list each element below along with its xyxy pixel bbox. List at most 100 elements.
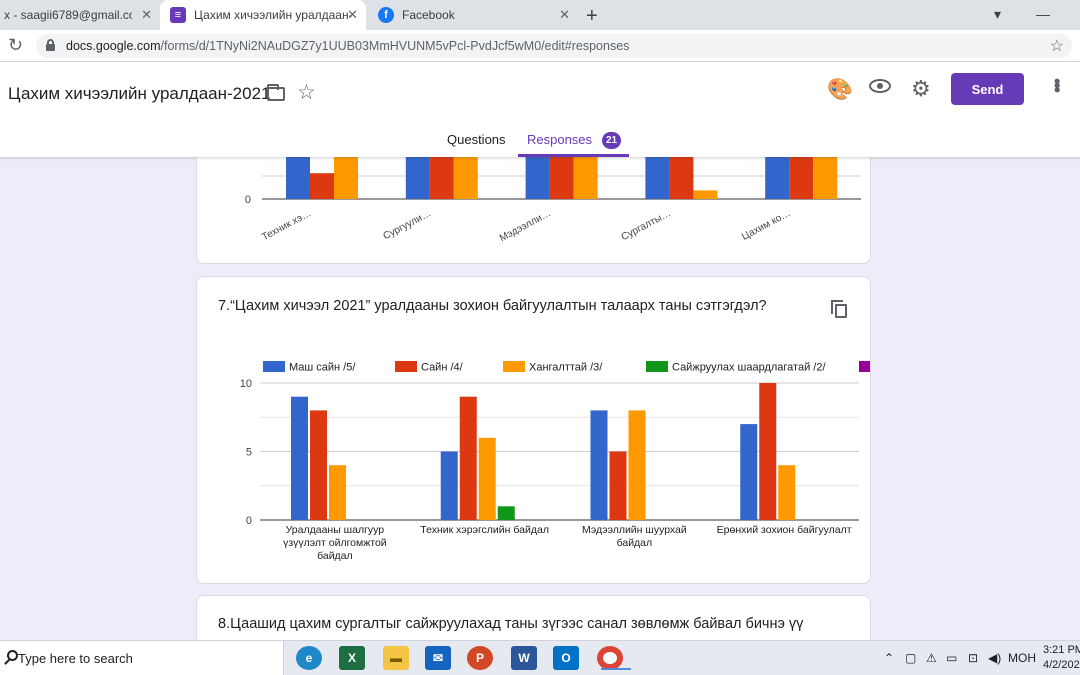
more-vert-icon[interactable]: •••	[1047, 78, 1067, 91]
palette-icon[interactable]: 🎨	[827, 78, 854, 101]
clock-date: 4/2/2021	[1043, 659, 1080, 671]
y-tick-label: 0	[246, 515, 252, 527]
mail-icon[interactable]: ✉	[425, 646, 451, 670]
legend-label: Сайжруулах шаардлагатай /2/	[672, 362, 826, 374]
excel-icon[interactable]: X	[339, 646, 365, 670]
bookmark-star-icon[interactable]: ☆	[1049, 38, 1064, 55]
clock-time: 3:21 PM	[1043, 644, 1080, 656]
legend-label: Хангалттай /3/	[529, 362, 603, 374]
question-title: 7.“Цахим хичээл 2021” уралдааны зохион б…	[218, 298, 767, 314]
taskbar-search-placeholder: Type here to search	[18, 651, 133, 666]
question-7-chart: Маш сайн /5/Сайн /4/Хангалттай /3/Сайжру…	[240, 361, 870, 562]
reload-icon[interactable]: ↻	[8, 35, 24, 55]
x-category-label: Уралдааны шалгуур	[286, 524, 385, 536]
bar	[628, 410, 646, 520]
battery-icon[interactable]: ▭	[946, 651, 958, 665]
tab-questions[interactable]: Questions	[447, 132, 506, 147]
close-icon[interactable]: ✕	[347, 7, 358, 22]
legend-swatch	[646, 361, 668, 372]
powerpoint-icon[interactable]: P	[467, 646, 493, 670]
preview-eye-icon[interactable]	[869, 79, 891, 93]
tab-google-forms[interactable]: ≡ Цахим хичээлийн уралдаан-2021 ✕	[160, 0, 366, 30]
legend-swatch	[263, 361, 285, 372]
system-clock[interactable]: 3:21 PM 4/2/2021	[1043, 643, 1080, 673]
y-tick-label: 0	[245, 194, 251, 206]
tab-responses[interactable]: Responses 21	[518, 126, 630, 157]
word-icon[interactable]: W	[511, 646, 537, 670]
url-path: /forms/d/1TNyNi2NAuDGZ7y1UUB03MmHVUNM5vP…	[160, 39, 630, 53]
question-card-7: 7.“Цахим хичээл 2021” уралдааны зохион б…	[196, 276, 871, 584]
x-category-label: байдал	[317, 550, 353, 562]
file-explorer-icon[interactable]: ▬	[383, 646, 409, 670]
legend-label: Сайн /4/	[421, 362, 464, 374]
bar	[329, 465, 346, 520]
x-category-label: Техник хэрэгслийн байдал	[420, 524, 549, 536]
url-host: docs.google.com	[66, 39, 161, 53]
legend-label: Маш сайн /5/	[289, 362, 356, 374]
responses-count-badge: 21	[602, 132, 622, 149]
bar	[310, 410, 327, 520]
legend-swatch	[859, 361, 870, 372]
bar	[590, 410, 608, 520]
browser-tab-bar: x - saagii6789@gmail.com - ✕ ≡ Цахим хич…	[0, 0, 1080, 30]
omnibox[interactable]: docs.google.com/forms/d/1TNyNi2NAuDGZ7y1…	[36, 34, 1072, 58]
minimize-icon[interactable]: —	[1036, 6, 1050, 22]
new-tab-button[interactable]: +	[586, 5, 598, 27]
x-category-label: Сургалты…	[620, 208, 673, 243]
search-icon	[7, 650, 18, 661]
forms-header: Цахим хичээлийн уралдаан-2021 ☆ 🎨 ⚙ Send…	[0, 62, 1080, 157]
lock-icon	[46, 39, 55, 51]
address-bar: ↻ docs.google.com/forms/d/1TNyNi2NAuDGZ7…	[0, 30, 1080, 62]
input-language[interactable]: МОН	[1008, 651, 1036, 665]
tab-gmail[interactable]: x - saagii6789@gmail.com - ✕	[0, 0, 160, 30]
bar	[497, 506, 515, 520]
question-title: 8.Цаашид цахим сургалтыг сайжруулахад та…	[218, 616, 804, 632]
url-text[interactable]: docs.google.com/forms/d/1TNyNi2NAuDGZ7y1…	[66, 39, 629, 53]
x-category-label: Сургуули…	[382, 208, 434, 242]
x-category-label: үзүүлэлт ойлгомжтой	[283, 537, 387, 549]
meet-now-icon[interactable]: ▢	[905, 651, 917, 665]
form-title[interactable]: Цахим хичээлийн уралдаан-2021	[8, 84, 271, 103]
bar	[459, 396, 477, 520]
y-tick-label: 10	[240, 378, 252, 390]
tab-title: Facebook	[402, 8, 455, 22]
x-category-label: Мэдээлли…	[498, 208, 553, 244]
bar	[740, 424, 758, 520]
bar	[440, 451, 458, 520]
copy-chart-icon[interactable]	[831, 300, 847, 318]
taskbar-search-box[interactable]: Type here to search	[0, 641, 284, 675]
legend-swatch	[503, 361, 525, 372]
close-icon[interactable]: ✕	[141, 7, 152, 22]
volume-icon[interactable]: ◀)	[988, 651, 1002, 665]
tab-responses-label: Responses	[527, 132, 593, 147]
bar	[778, 465, 796, 520]
network-icon[interactable]: ⊡	[968, 651, 979, 665]
edge-icon[interactable]: e	[296, 646, 322, 670]
bar	[759, 383, 777, 520]
warning-icon[interactable]: ⚠	[926, 651, 937, 665]
bar	[609, 451, 627, 520]
bar	[291, 396, 308, 520]
outlook-icon[interactable]: O	[553, 646, 579, 670]
gear-icon[interactable]: ⚙	[911, 76, 931, 101]
tab-search-icon[interactable]: ▾	[994, 6, 1002, 22]
bar	[310, 173, 334, 199]
x-category-label: Мэдээллийн шуурхай	[582, 524, 687, 536]
x-category-label: Техник хэ…	[260, 208, 313, 243]
send-button[interactable]: Send	[951, 73, 1024, 105]
x-category-label: байдал	[617, 537, 653, 549]
show-hidden-icons-icon[interactable]: ⌃	[884, 651, 895, 665]
google-forms-icon: ≡	[170, 7, 186, 23]
bar	[478, 437, 496, 520]
y-tick-label: 5	[246, 447, 252, 459]
chrome-icon[interactable]	[597, 646, 631, 670]
tab-facebook[interactable]: f Facebook ✕	[370, 0, 578, 30]
folder-icon[interactable]	[267, 84, 285, 101]
tab-title: x - saagii6789@gmail.com -	[4, 8, 132, 22]
star-icon[interactable]: ☆	[297, 81, 316, 104]
windows-taskbar: Type here to search e X ▬ ✉ P W O ⌃ ▢ ⚠ …	[0, 640, 1080, 675]
close-icon[interactable]: ✕	[559, 7, 570, 22]
bar	[693, 190, 718, 199]
x-category-label: Ерөнхий зохион байгуулалт	[717, 524, 852, 536]
facebook-icon: f	[378, 7, 394, 23]
